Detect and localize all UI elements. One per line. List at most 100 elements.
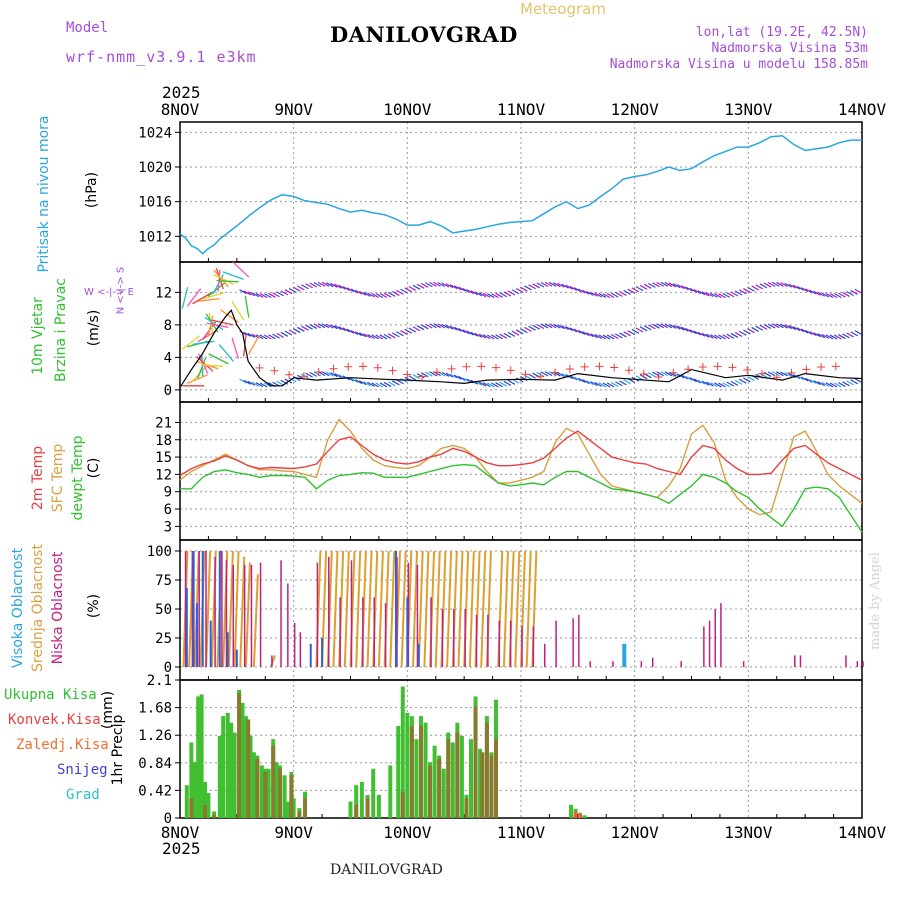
wind-barb (854, 288, 863, 294)
wind-barb (800, 376, 809, 382)
precip-total-bar (266, 768, 271, 818)
precip-total-bar (478, 749, 483, 818)
wind-barb (689, 287, 697, 293)
precip-total-bar (291, 798, 296, 818)
wind-barb (792, 284, 801, 290)
wind-barb (441, 371, 450, 377)
wind-speed-line (179, 309, 863, 388)
wind-barb (268, 334, 276, 340)
mid-cloud-bar (457, 550, 464, 668)
wind-barb (714, 382, 722, 388)
high-cloud-bar (218, 551, 221, 667)
wind-barb (371, 292, 379, 298)
wind-barb (627, 288, 636, 294)
wind-barb (573, 328, 582, 334)
precip-conv-bar (437, 758, 442, 818)
wind-barb (656, 371, 664, 377)
wind-barb (577, 329, 586, 335)
meteogram-label: Meteogram (520, 0, 606, 18)
wind-barb (309, 282, 318, 288)
wind-barb (681, 374, 689, 380)
wind-barb (255, 334, 264, 340)
wind-barb (619, 290, 627, 297)
wind-barb (557, 372, 565, 378)
wind-barb (784, 324, 792, 330)
wind-barb (458, 327, 466, 334)
wind-barb (503, 380, 512, 386)
wind-barb (350, 377, 359, 383)
location-coords: lon,lat (19.2E, 42.5N) (695, 25, 868, 40)
wind-barb (846, 380, 854, 386)
mid-cloud-bar (227, 550, 234, 668)
wind-arrow (192, 340, 215, 346)
wind-barb (478, 381, 487, 387)
y-tick-label: 15 (155, 450, 172, 466)
gust-marker (359, 362, 368, 371)
wind-barb (453, 374, 462, 380)
gust-marker (698, 362, 707, 371)
wind-barb (507, 379, 516, 385)
wind-barb (821, 381, 830, 387)
wind-barb (536, 323, 545, 329)
wind-barb (288, 329, 297, 335)
time-label-bottom: 10NOV (383, 823, 432, 842)
mid-cloud-bar (412, 550, 419, 668)
wind-barb (330, 282, 338, 288)
wind-barb (524, 326, 532, 332)
wind-barb (705, 292, 714, 298)
wind-barb (330, 372, 338, 378)
wind-barb (623, 379, 631, 385)
wind-barb (528, 284, 536, 290)
wind-barb (383, 333, 392, 340)
wind-barb (648, 282, 656, 288)
wind-barb (833, 292, 842, 299)
wind-barb (722, 382, 731, 388)
wind-barb (710, 334, 718, 340)
wind-barb (470, 331, 479, 337)
wind-barb (520, 328, 528, 334)
wind-barb (358, 380, 367, 386)
wind-barb (408, 327, 417, 333)
wind-barb (664, 371, 673, 377)
wind-barb (705, 381, 714, 387)
wind-barb (734, 331, 743, 337)
wind-barb (453, 285, 462, 291)
wind-barb (569, 327, 578, 333)
wind-barb (747, 286, 755, 292)
mid-cloud-bar (355, 550, 362, 668)
wind-barb (379, 292, 388, 299)
precip-conv-bar (237, 693, 242, 818)
wind-barb (342, 285, 351, 291)
high-cloud-bar (309, 643, 312, 667)
y-tick-label: 12 (155, 467, 172, 483)
wind-barb (247, 332, 256, 338)
wind-barb (458, 375, 466, 381)
panels: 1012101610201024048123691215182102550751… (138, 121, 864, 827)
precip-total-bar (184, 785, 189, 818)
wind-barb (676, 325, 685, 331)
precip-conv-bar (578, 814, 583, 818)
precip-total-bar (248, 735, 253, 818)
wind-barb (850, 289, 859, 295)
wind-barb (301, 284, 309, 290)
wind-barb (429, 281, 437, 287)
wind-barb (342, 327, 351, 333)
gust-marker (314, 368, 323, 377)
wind-barb (623, 331, 631, 337)
wind-barb (668, 282, 677, 288)
gust-marker (462, 362, 471, 371)
wind-barb (544, 281, 553, 287)
wind-barb (425, 282, 433, 288)
precip-total-bar (354, 785, 359, 818)
wind-barb (833, 334, 842, 340)
precip-conv-bar (446, 739, 451, 818)
wind-barb (536, 282, 545, 288)
precip-total-bar (423, 722, 428, 818)
wind-arrow (232, 261, 250, 278)
wind-barb (697, 290, 706, 296)
wind-barb (763, 282, 772, 288)
wind-barb (743, 288, 751, 294)
wind-barb (553, 282, 561, 288)
wind-barb (433, 323, 441, 329)
wind-barb (780, 282, 788, 288)
